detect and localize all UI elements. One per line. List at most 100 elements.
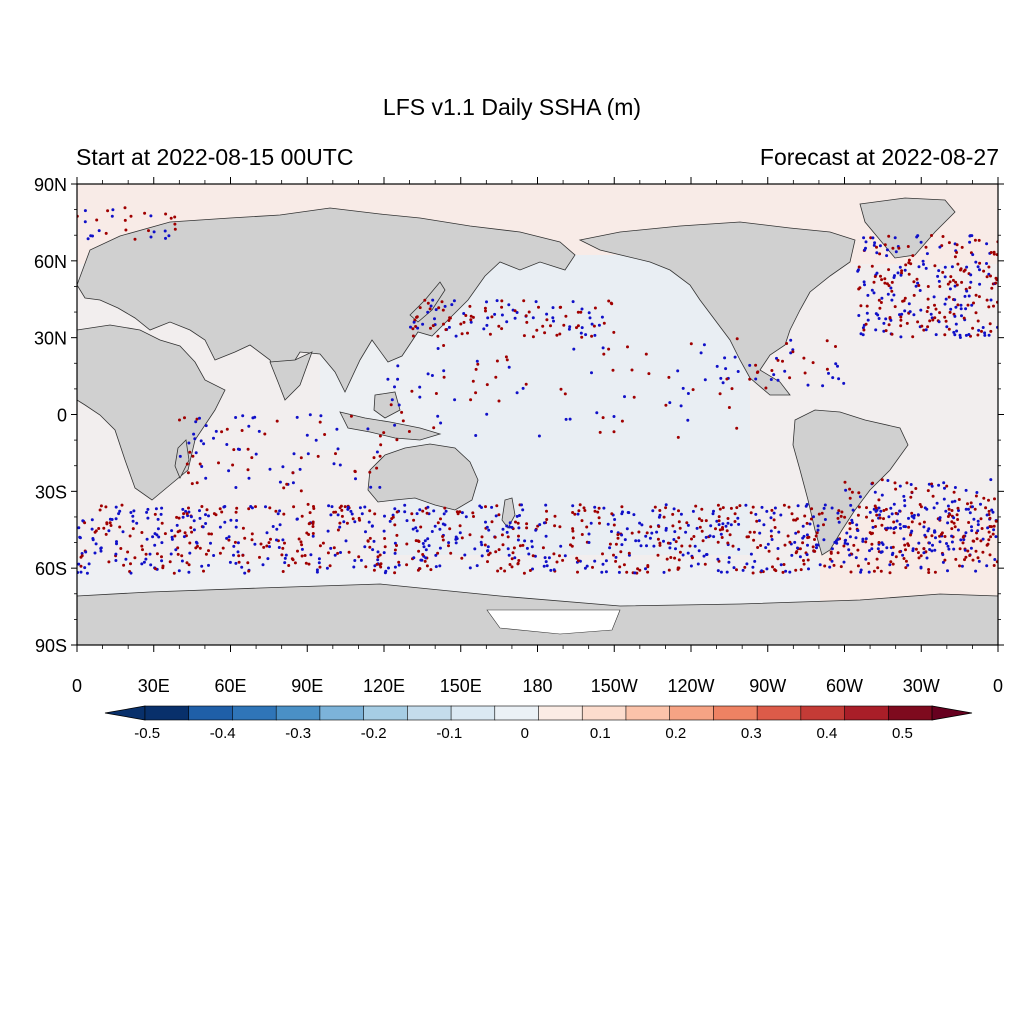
obs-point	[94, 529, 98, 533]
obs-point	[808, 522, 812, 526]
obs-point	[606, 522, 610, 526]
obs-point	[914, 487, 918, 490]
obs-point	[665, 557, 669, 561]
obs-point	[336, 513, 340, 517]
obs-point	[752, 530, 756, 534]
obs-point	[169, 552, 173, 556]
obs-point	[964, 333, 968, 337]
obs-point	[115, 542, 118, 546]
obs-point	[346, 507, 350, 511]
obs-point	[212, 436, 215, 440]
obs-point	[447, 319, 451, 322]
obs-point	[123, 218, 127, 222]
obs-point	[185, 512, 189, 516]
colorbar-swatch	[756, 705, 802, 721]
obs-point	[97, 229, 101, 233]
obs-point	[955, 513, 959, 517]
obs-point	[633, 571, 637, 575]
obs-point	[832, 563, 836, 567]
obs-point	[426, 505, 430, 509]
obs-point	[828, 557, 832, 561]
obs-point	[735, 506, 739, 510]
obs-point	[593, 505, 597, 509]
obs-point	[737, 522, 741, 526]
obs-point	[791, 350, 795, 354]
obs-point	[537, 434, 541, 438]
obs-point	[602, 352, 606, 356]
obs-point	[468, 566, 472, 570]
obs-point	[144, 557, 148, 561]
obs-point	[464, 314, 468, 317]
obs-point	[989, 298, 993, 302]
obs-point	[366, 539, 370, 543]
obs-point	[815, 546, 818, 550]
obs-point	[475, 359, 479, 363]
obs-point	[285, 482, 289, 486]
obs-point	[855, 523, 859, 527]
obs-point	[479, 540, 483, 544]
obs-point	[944, 509, 948, 513]
obs-point	[78, 536, 82, 540]
obs-point	[851, 508, 855, 512]
obs-point	[686, 551, 690, 555]
obs-point	[353, 520, 357, 524]
obs-point	[758, 531, 762, 535]
obs-point	[300, 554, 304, 558]
obs-point	[254, 505, 257, 509]
obs-point	[735, 426, 739, 430]
obs-point	[486, 560, 489, 564]
obs-point	[300, 543, 304, 547]
obs-point	[678, 526, 682, 530]
obs-point	[508, 525, 512, 529]
obs-point	[452, 299, 456, 303]
obs-point	[796, 530, 800, 534]
obs-point	[531, 335, 535, 339]
obs-point	[912, 293, 916, 297]
obs-point	[786, 534, 790, 538]
obs-point	[576, 570, 579, 574]
obs-point	[966, 549, 970, 553]
obs-point	[612, 415, 616, 418]
obs-point	[553, 514, 557, 518]
obs-point	[222, 505, 226, 509]
obs-point	[469, 398, 473, 402]
obs-point	[530, 545, 534, 549]
obs-point	[924, 245, 928, 249]
obs-point	[952, 547, 956, 551]
obs-point	[383, 545, 387, 549]
obs-point	[879, 274, 882, 278]
obs-point	[395, 510, 399, 514]
obs-point	[922, 551, 926, 555]
obs-point	[725, 570, 729, 574]
obs-point	[268, 506, 272, 510]
obs-point	[883, 243, 887, 247]
obs-point	[825, 339, 829, 343]
obs-point	[806, 383, 810, 387]
obs-point	[885, 248, 889, 252]
lon-tick-label: 150E	[440, 676, 482, 696]
obs-point	[321, 541, 325, 545]
obs-point	[448, 527, 452, 531]
obs-point	[572, 347, 576, 351]
obs-point	[95, 218, 99, 222]
obs-point	[945, 542, 948, 545]
obs-point	[236, 541, 240, 545]
obs-point	[709, 524, 713, 528]
obs-point	[531, 567, 534, 571]
obs-point	[396, 364, 400, 368]
obs-point	[728, 533, 732, 537]
obs-point	[500, 313, 504, 317]
obs-point	[644, 567, 647, 571]
obs-point	[956, 528, 960, 532]
obs-point	[335, 427, 339, 431]
obs-point	[857, 491, 861, 495]
obs-point	[389, 403, 393, 407]
obs-point	[436, 551, 440, 555]
obs-point	[471, 379, 475, 383]
obs-point	[160, 559, 164, 563]
obs-point	[952, 516, 956, 520]
obs-point	[960, 280, 964, 284]
obs-point	[783, 369, 787, 373]
obs-point	[99, 504, 103, 508]
obs-point	[551, 316, 555, 320]
